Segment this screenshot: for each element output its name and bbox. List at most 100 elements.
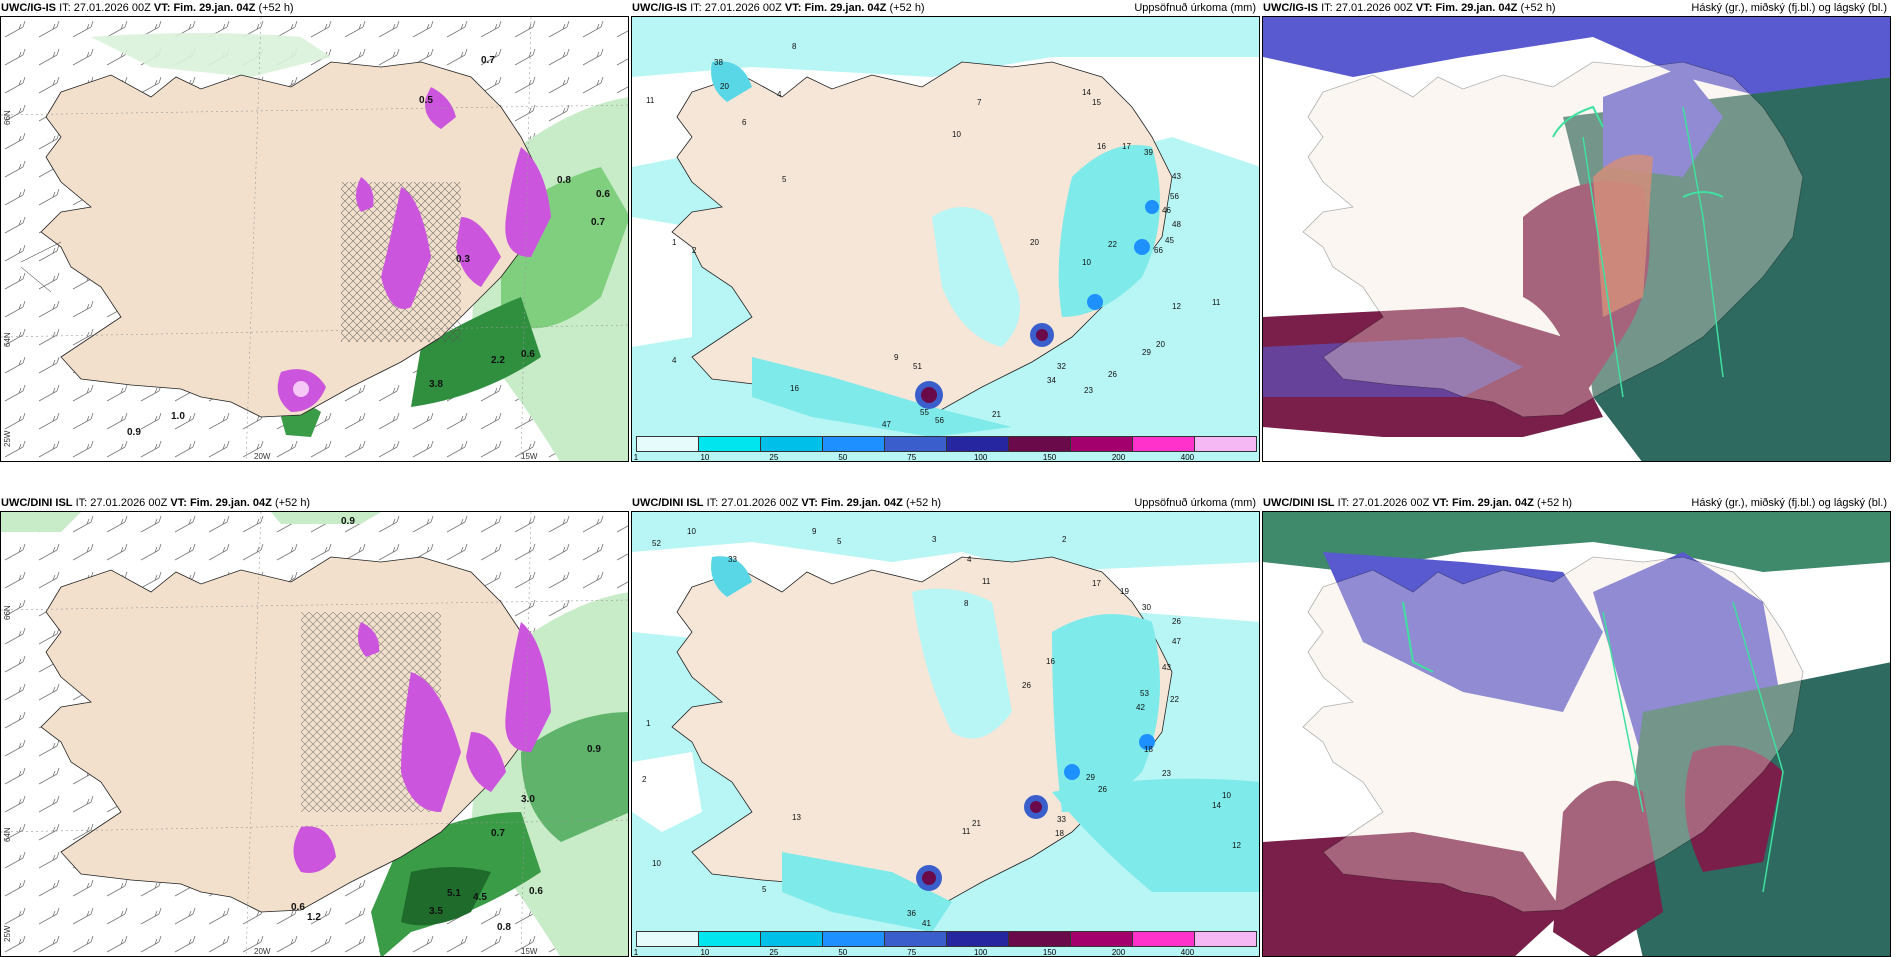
- precip-label: 33: [728, 555, 737, 564]
- colorbar-tick: 400: [1180, 948, 1195, 957]
- colorbar-tick: 1: [633, 453, 639, 462]
- precip-label: 45: [1165, 236, 1174, 245]
- vt-label: VT:: [784, 2, 802, 14]
- precip-label: 16: [1046, 657, 1055, 666]
- colorbar-tick: 200: [1111, 948, 1126, 957]
- colorbar-segment: [947, 437, 1009, 451]
- wind-label: 0.8: [557, 175, 571, 186]
- panel-header: UWC/DINI ISL IT: 27.01.2026 00Z VT: Fim.…: [0, 495, 629, 511]
- precip-label: 56: [1170, 192, 1179, 201]
- colorbar-tick: 75: [907, 453, 917, 462]
- precip-label: 22: [1108, 240, 1117, 249]
- precip-label: 2: [692, 246, 697, 255]
- precip-label: 5: [837, 537, 842, 546]
- precip-label: 55: [920, 408, 929, 417]
- precip-label: 36: [907, 909, 916, 918]
- colorbar-segment: [699, 437, 761, 451]
- it-label: IT:: [75, 497, 88, 509]
- vt-value: Fim. 29.jan. 04Z: [820, 497, 903, 509]
- precip-label: 66: [1154, 246, 1163, 255]
- it-label: IT:: [1337, 497, 1350, 509]
- lat-label-64n: 64N: [3, 332, 12, 347]
- precip-label: 21: [972, 819, 981, 828]
- precip-label: 43: [1172, 172, 1181, 181]
- precip-label: 56: [935, 416, 944, 425]
- precip-label: 10: [687, 527, 696, 536]
- wind-label: 0.9: [127, 427, 141, 438]
- precip-label: 10: [1222, 791, 1231, 800]
- wind-label: 3.0: [521, 794, 535, 805]
- it-label: IT:: [59, 2, 71, 14]
- precip-label: 10: [1082, 258, 1091, 267]
- colorbar-tick: 10: [700, 453, 710, 462]
- wind-label: 0.6: [529, 886, 543, 897]
- colorbar-segment: [1133, 437, 1195, 451]
- precip-label: 21: [992, 410, 1001, 419]
- precip-label: 13: [792, 813, 801, 822]
- colorbar-tick: 50: [838, 948, 848, 957]
- wind-label: 5.1: [447, 888, 461, 899]
- wind-label: 0.3: [456, 254, 470, 265]
- wind-label: 0.5: [419, 95, 433, 106]
- precip-label: 15: [1092, 98, 1101, 107]
- lead-time: (+52 h): [258, 2, 294, 14]
- lead-time: (+52 h): [889, 2, 925, 14]
- colorbar-tick: 400: [1180, 453, 1195, 462]
- precip-label: 19: [1120, 587, 1129, 596]
- map-igis-wind: 0.7 0.5 1.0 0.9 2.2 0.6 3.8 0.8 0.3 0.6 …: [0, 16, 629, 462]
- wind-label: 3.5: [429, 906, 443, 917]
- it-label: IT:: [690, 2, 702, 14]
- map-igis-precip: 8 4 10 7 14 15 16 17 39 43 56 46 48 66 4…: [631, 16, 1260, 462]
- model-name: UWC/IG-IS: [632, 2, 687, 14]
- wind-label: 2.2: [491, 355, 505, 366]
- precip-label: 32: [1057, 362, 1066, 371]
- precip-label: 10: [652, 859, 661, 868]
- colorbar-segment: [823, 437, 885, 451]
- precip-label: 12: [1232, 841, 1241, 850]
- precip-label: 11: [1212, 298, 1221, 307]
- colorbar-tick: 75: [907, 948, 917, 957]
- lat-label-64n: 64N: [3, 827, 12, 842]
- wind-label: 1.2: [307, 912, 321, 923]
- map-graphic: 10 9 5 3 2 4 8 11 17 19 30 26 47 43 53 4…: [632, 512, 1259, 956]
- precip-label: 41: [922, 919, 931, 928]
- precip-label: 11: [962, 827, 971, 836]
- it-value: 27.01.2026 00Z: [90, 497, 168, 509]
- precip-label: 34: [1047, 376, 1056, 385]
- precip-label: 38: [714, 58, 723, 67]
- precip-label: 26: [1022, 681, 1031, 690]
- panel-title: Uppsöfnuð úrkoma (mm): [1134, 2, 1256, 14]
- model-name: UWC/IG-IS: [1, 2, 56, 14]
- lat-label-66n: 66N: [3, 605, 12, 620]
- colorbar-tick: 10: [700, 948, 710, 957]
- precip-label: 23: [1162, 769, 1171, 778]
- panel-header: UWC/DINI ISL IT: 27.01.2026 00Z VT: Fim.…: [631, 495, 1260, 511]
- colorbar-tick: 150: [1042, 453, 1057, 462]
- precip-label: 1: [646, 719, 651, 728]
- precip-label: 16: [1097, 142, 1106, 151]
- precip-label: 47: [1172, 637, 1181, 646]
- model-name: UWC/DINI ISL: [1, 497, 73, 509]
- map-dini-clouds: [1262, 511, 1891, 957]
- wind-label: 1.0: [171, 411, 185, 422]
- colorbar-segment: [1133, 932, 1195, 946]
- wind-label: 0.6: [291, 902, 305, 913]
- panel-header: UWC/DINI ISL IT: 27.01.2026 00Z VT: Fim.…: [1262, 495, 1891, 511]
- wind-label: 3.8: [429, 379, 443, 390]
- wind-label: 0.9: [341, 516, 355, 527]
- vt-value: Fim. 29.jan. 04Z: [173, 2, 256, 14]
- colorbar-segment: [637, 932, 699, 946]
- precip-label: 8: [964, 599, 969, 608]
- precip-label: 39: [1144, 148, 1153, 157]
- it-value: 27.01.2026 00Z: [1352, 497, 1430, 509]
- precip-label: 17: [1122, 142, 1131, 151]
- vt-value: Fim. 29.jan. 04Z: [1435, 2, 1518, 14]
- precip-label: 26: [1108, 370, 1117, 379]
- precip-label: 9: [894, 353, 899, 362]
- panel-dini-wind: UWC/DINI ISL IT: 27.01.2026 00Z VT: Fim.…: [0, 495, 629, 957]
- lon-label-20w: 20W: [254, 947, 271, 956]
- it-value: 27.01.2026 00Z: [721, 497, 799, 509]
- model-name: UWC/DINI ISL: [1263, 497, 1335, 509]
- panel-header: UWC/IG-IS IT: 27.01.2026 00Z VT: Fim. 29…: [1262, 0, 1891, 16]
- precip-label: 5: [782, 175, 787, 184]
